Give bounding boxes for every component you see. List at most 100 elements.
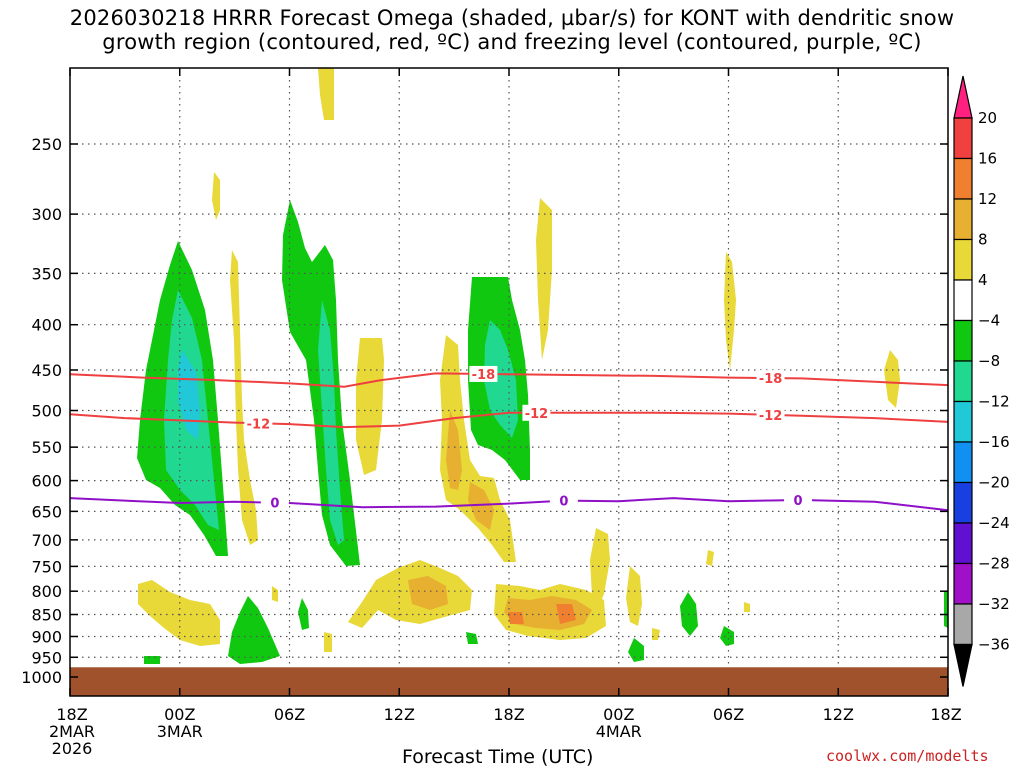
- y-tick-label-300: 300: [31, 205, 62, 224]
- colorbar-label-minus36: −36: [978, 636, 1010, 654]
- colorbar-bin-10: [953, 522, 973, 565]
- y-tick-label-650: 650: [31, 502, 62, 521]
- contour-labels: -18 -18 -12 -12 -12 0 0 0: [244, 365, 813, 512]
- colorbar-label-minus8: −8: [978, 352, 1000, 370]
- x-tick-date-30: 4MAR: [596, 722, 642, 741]
- omega-region-yellow-4: [356, 338, 384, 475]
- colorbar-bin-0: [953, 117, 973, 160]
- omega-region-cyan-1: [178, 350, 200, 440]
- colorbar-label-16: 16: [978, 150, 997, 168]
- contour-label-bg: [784, 492, 813, 509]
- contour-label-minus18-0: -18: [472, 368, 496, 383]
- y-axis: 250 300 350 400 450 500 550 600 650 700 750 800 850 9…: [21, 135, 948, 687]
- omega-region-green-8: [720, 626, 734, 646]
- colorbar-bin-7: [953, 400, 973, 443]
- y-tick-label-850: 850: [31, 606, 62, 625]
- colorbar-bin-6: [953, 360, 973, 403]
- omega-region-yellow-11: [138, 580, 220, 646]
- y-tick-label-900: 900: [31, 627, 62, 646]
- omega-region-yellow-1: [318, 68, 334, 120]
- omega-region-yellow-18: [744, 602, 750, 612]
- contour-label-minus12-2: -12: [759, 409, 783, 424]
- x-tick-label-36: 06Z: [713, 705, 744, 724]
- omega-region-green-6: [628, 638, 644, 662]
- colorbar-bottom-arrow: [953, 643, 973, 687]
- omega-region-yellow-2: [212, 172, 220, 220]
- omega-shading: [137, 68, 948, 664]
- omega-region-yellow-17: [706, 550, 714, 566]
- x-tick-date-0: 2MAR: [49, 722, 95, 741]
- omega-region-orange-2: [468, 482, 494, 530]
- x-tick-label-24: 18Z: [493, 705, 524, 724]
- colorbar-label-4: 4: [978, 271, 988, 289]
- omega-region-green-5: [298, 598, 309, 630]
- x-tick-label-12: 06Z: [274, 705, 305, 724]
- contour-label-0-0: 0: [270, 497, 279, 512]
- omega-region-teal-2: [318, 300, 344, 545]
- colorbar-label-minus28: −28: [978, 555, 1010, 573]
- colorbar-bin-2: [953, 198, 973, 241]
- contour-label-bg: [522, 404, 551, 421]
- colorbar-label-minus12: −12: [978, 393, 1010, 411]
- colorbar-bin-5: [953, 319, 973, 362]
- contour-label-bg: [469, 365, 498, 382]
- chart-title-line-1: 2026030218 HRRR Forecast Omega (shaded, …: [69, 6, 955, 30]
- colorbar-top-arrow: [953, 75, 973, 119]
- contour-label-0-2: 0: [793, 494, 802, 509]
- contour-label-bg: [549, 492, 578, 509]
- omega-region-orange-1: [446, 410, 462, 490]
- y-tick-label-450: 450: [31, 361, 62, 380]
- colorbar-bin-12: [953, 603, 973, 646]
- site-credit: coolwx.com/modelts: [826, 747, 989, 765]
- contour-label-bg: [244, 415, 273, 432]
- omega-region-yellow-5: [536, 198, 552, 360]
- contour-label-bg: [260, 494, 289, 511]
- colorbar-bin-1: [953, 157, 973, 200]
- colorbar-label-minus32: −32: [978, 595, 1010, 613]
- x-tick-label-42: 12Z: [823, 705, 854, 724]
- colorbar-label-minus4: −4: [978, 312, 1000, 330]
- contour-label-0-1: 0: [559, 495, 568, 510]
- x-axis-label: Forecast Time (UTC): [402, 746, 594, 768]
- y-tick-label-700: 700: [31, 531, 62, 550]
- colorbar-bin-4: [953, 279, 973, 322]
- colorbar-label-minus16: −16: [978, 433, 1010, 451]
- colorbar-label-20: 20: [978, 109, 997, 127]
- omega-region-yellow-7: [724, 252, 736, 370]
- y-tick-label-400: 400: [31, 316, 62, 335]
- contour-label-bg: [756, 370, 785, 387]
- x-tick-label-48: 18Z: [930, 705, 961, 724]
- y-tick-label-800: 800: [31, 582, 62, 601]
- omega-region-yellow-3: [230, 250, 258, 545]
- x-tick-label-18: 12Z: [384, 705, 415, 724]
- omega-region-yellow-16: [652, 628, 660, 640]
- omega-region-orange-3: [408, 576, 448, 610]
- colorbar: 20 16 12 8 4 −4 −8 −12 −16 −20 −24 −28 −32 −36: [953, 75, 1010, 687]
- x-tick-label-0: 18Z: [56, 705, 87, 724]
- contour-label-minus12-0: -12: [247, 417, 271, 432]
- x-tick-date-6: 3MAR: [157, 722, 203, 741]
- y-tick-label-1000: 1000: [21, 668, 62, 687]
- colorbar-bin-8: [953, 441, 973, 484]
- omega-region-red-2: [556, 604, 576, 624]
- colorbar-label-minus24: −24: [978, 514, 1010, 532]
- colorbar-label-minus20: −20: [978, 474, 1010, 492]
- y-tick-label-500: 500: [31, 402, 62, 421]
- y-tick-label-350: 350: [31, 264, 62, 283]
- colorbar-bin-9: [953, 481, 973, 524]
- omega-region-green-9: [944, 590, 948, 628]
- omega-region-red-1: [508, 612, 524, 624]
- colorbar-label-12: 12: [978, 190, 997, 208]
- omega-region-green-11: [466, 632, 478, 644]
- chart-title: 2026030218 HRRR Forecast Omega (shaded, …: [0, 6, 1024, 54]
- x-tick-label-30: 00Z: [603, 705, 634, 724]
- colorbar-label-8: 8: [978, 231, 988, 249]
- omega-region-green-10: [144, 656, 160, 664]
- contour-label-minus12-1: -12: [525, 407, 549, 422]
- x-tick-year-0: 2026: [52, 739, 93, 758]
- y-tick-label-600: 600: [31, 472, 62, 491]
- omega-region-yellow-8: [884, 350, 900, 408]
- omega-region-green-4: [228, 596, 280, 664]
- contour-label-bg: [756, 406, 785, 423]
